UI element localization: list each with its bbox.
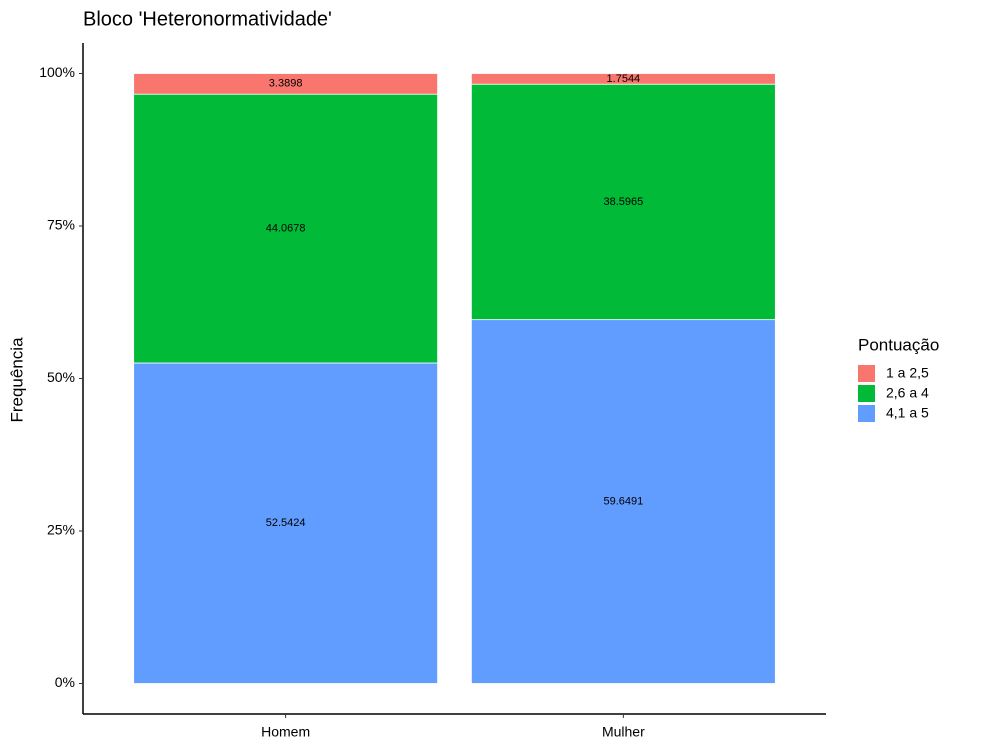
bar-segment — [133, 73, 439, 95]
legend-swatch — [858, 405, 875, 422]
legend-label: 2,6 a 4 — [886, 385, 929, 401]
legend-swatch — [858, 365, 875, 382]
y-tick-label: 25% — [47, 522, 75, 538]
data-label: 38.5965 — [603, 196, 643, 208]
data-label: 1.7544 — [607, 73, 641, 85]
bar-segment — [470, 73, 776, 85]
data-label: 3.3898 — [269, 78, 303, 90]
y-tick-label: 50% — [47, 369, 75, 385]
legend-title: Pontuação — [858, 335, 939, 354]
bar-segment — [133, 93, 439, 364]
legend-swatch — [858, 385, 875, 402]
data-label: 59.6491 — [603, 495, 643, 507]
bar-segment — [133, 362, 439, 684]
y-axis-title: Frequência — [7, 337, 26, 423]
legend-label: 1 a 2,5 — [886, 365, 929, 381]
y-tick-label: 0% — [55, 674, 75, 690]
bar-segment — [470, 83, 776, 321]
x-tick-label: Homem — [261, 724, 310, 740]
chart-title: Bloco 'Heteronormatividade' — [83, 8, 332, 30]
x-tick-label: Mulher — [602, 724, 645, 740]
y-tick-label: 75% — [47, 217, 75, 233]
legend-label: 4,1 a 5 — [886, 405, 929, 421]
y-tick-label: 100% — [39, 64, 75, 80]
data-label: 44.0678 — [266, 222, 306, 234]
data-label: 52.5424 — [266, 517, 306, 529]
